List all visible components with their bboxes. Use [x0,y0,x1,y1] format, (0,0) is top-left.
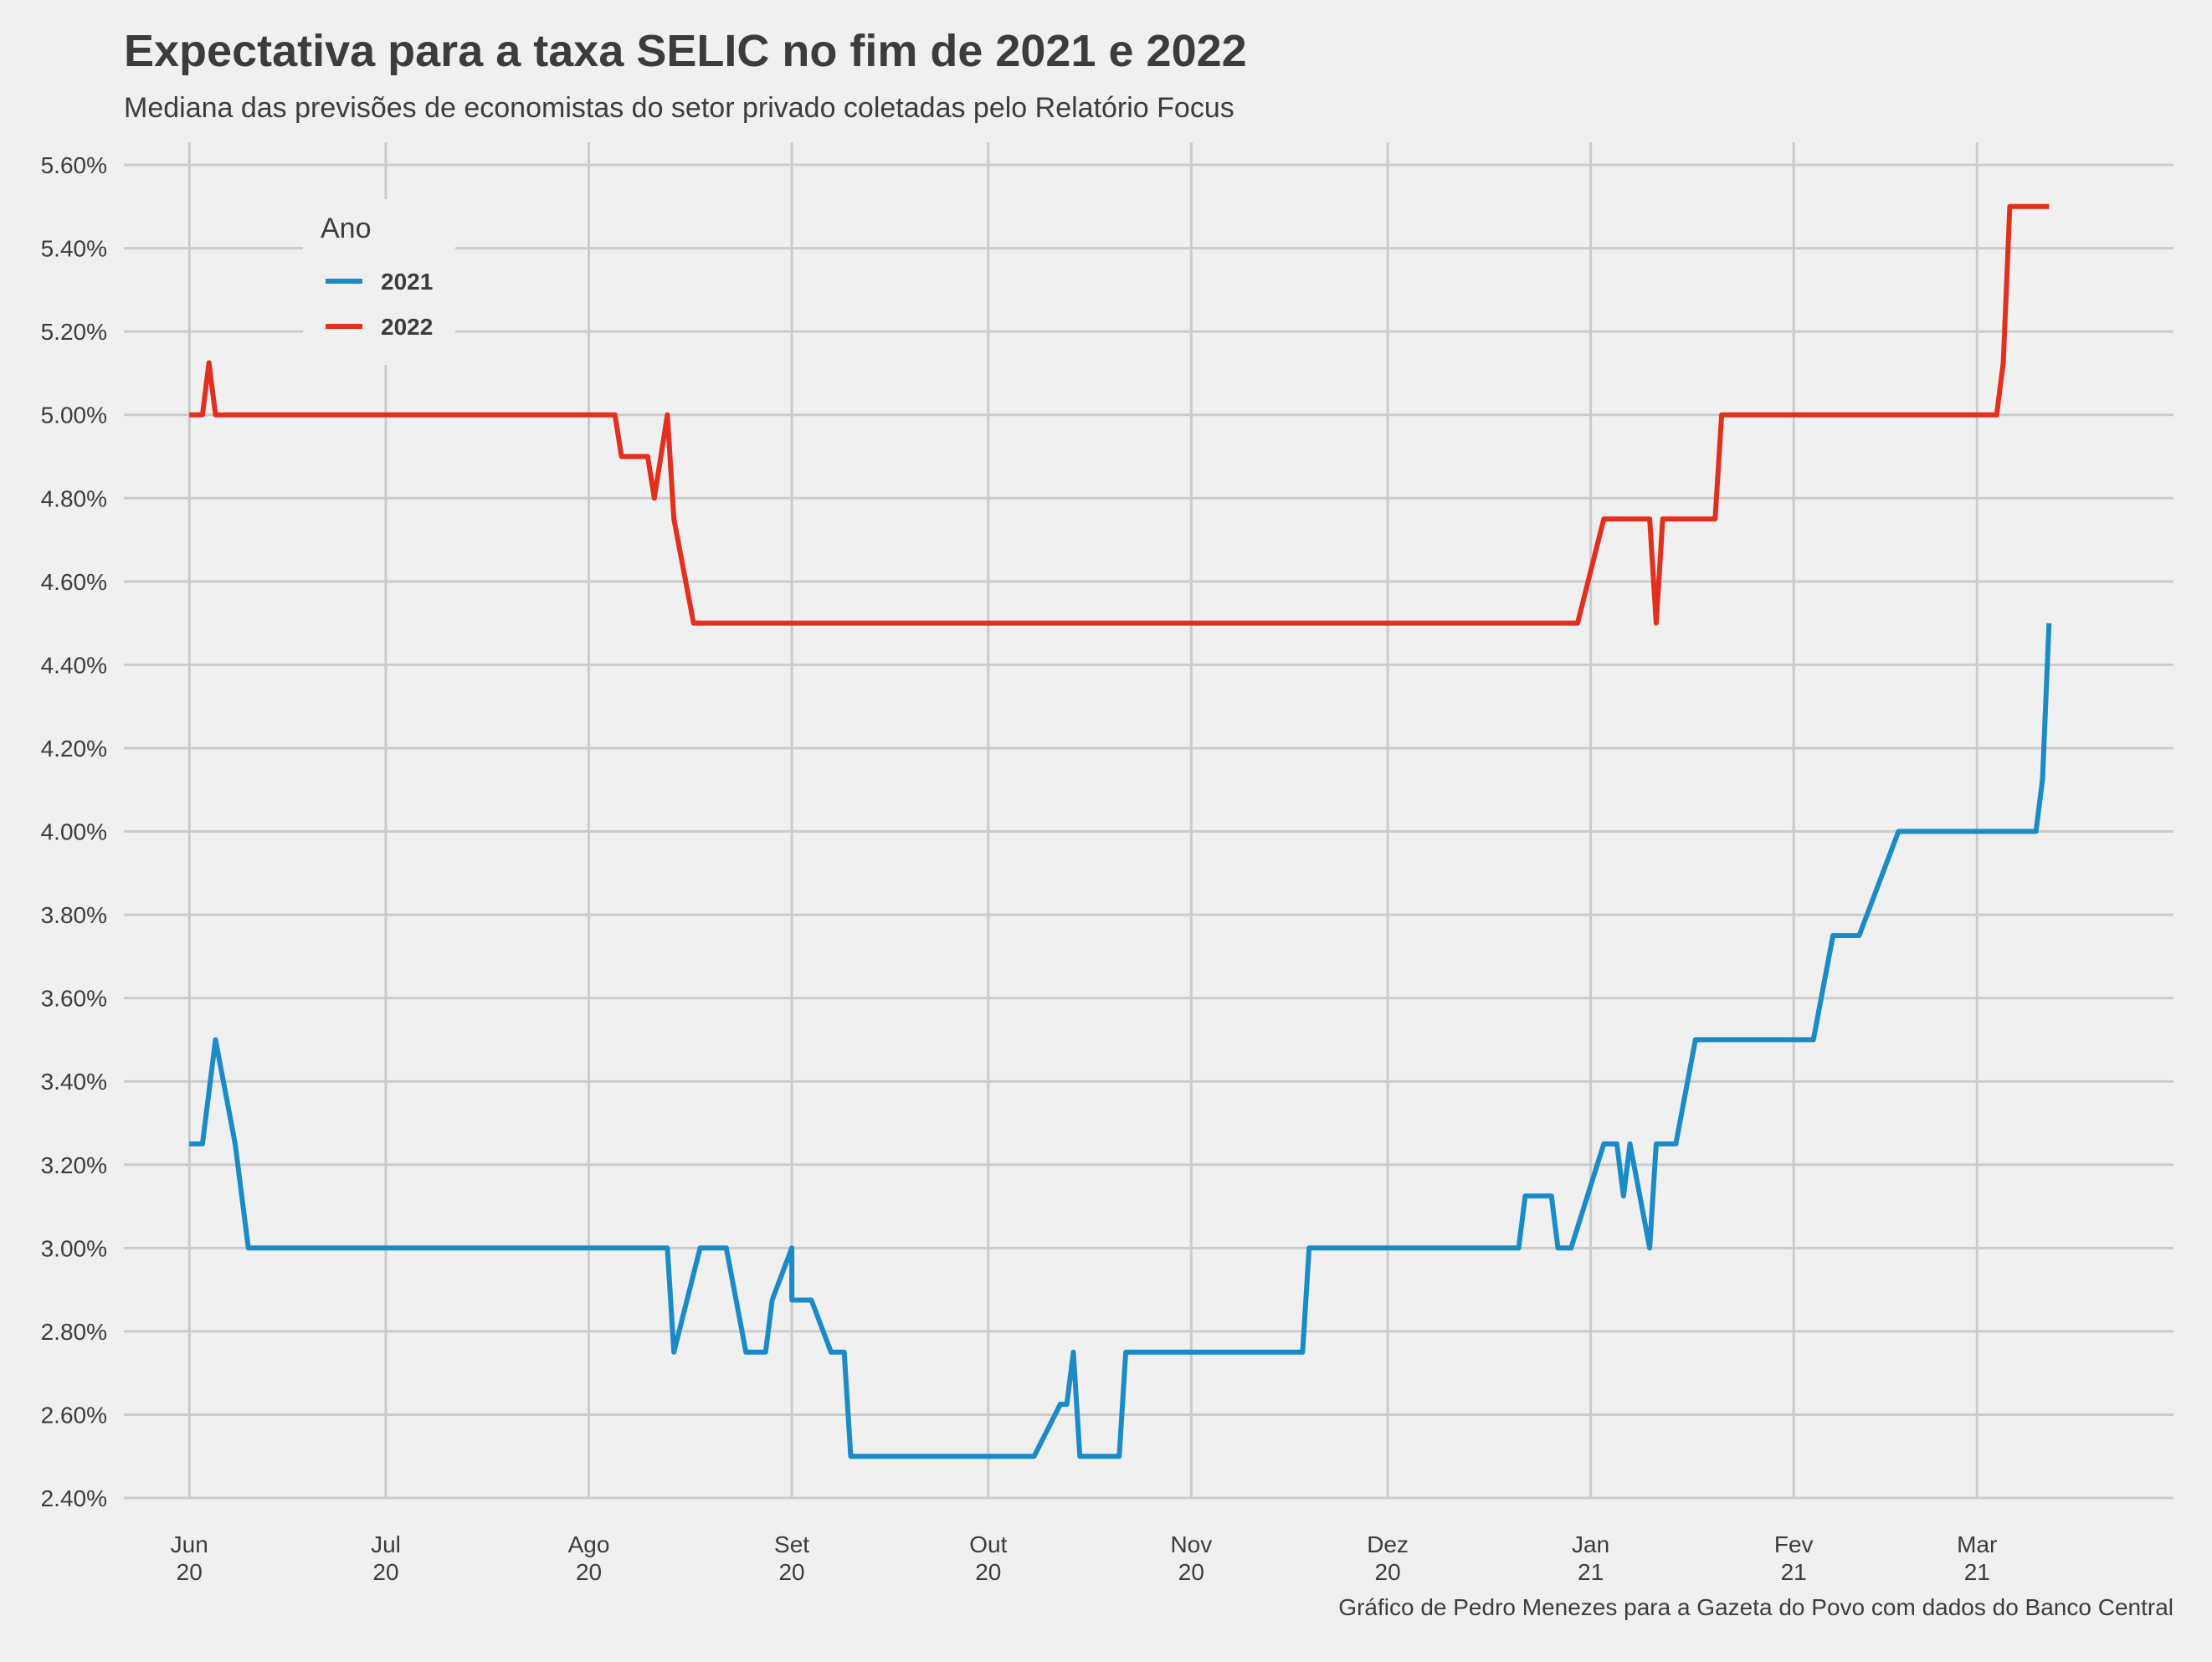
x-tick-label-year: 20 [372,1559,398,1585]
y-tick-label: 3.20% [41,1152,107,1178]
y-tick-label: 3.00% [41,1235,107,1261]
x-tick-label-month: Out [969,1531,1007,1557]
x-tick-label-year: 21 [1781,1559,1807,1585]
y-tick-label: 2.80% [41,1319,107,1345]
y-axis-ticks: 2.40% 2.60% 2.80% 3.00% 3.20% 3.40% 3.60% 3.80%… [41,152,107,1511]
x-tick-label-month: Dez [1367,1531,1409,1557]
series-line-2021 [189,623,2052,1459]
x-tick-label-month: Mar [1957,1531,1997,1557]
legend-title: Ano [321,213,372,244]
y-tick-label: 2.60% [41,1402,107,1428]
x-tick-label-year: 20 [778,1559,804,1585]
y-tick-label: 3.80% [41,902,107,928]
y-gridlines [124,163,2174,1500]
x-tick-label-year: 20 [1178,1559,1204,1585]
x-tick-label-year: 21 [1578,1559,1604,1585]
x-tick-label-year: 20 [975,1559,1001,1585]
x-tick-label-year: 20 [1375,1559,1401,1585]
x-tick-label-month: Ago [568,1531,610,1557]
x-tick-label-month: Jun [171,1531,208,1557]
y-tick-label: 4.40% [41,652,107,678]
chart-caption: Gráfico de Pedro Menezes para a Gazeta d… [1338,1594,2174,1620]
legend-label-2022: 2022 [381,314,433,340]
x-tick-label-month: Nov [1170,1531,1212,1557]
y-tick-label: 5.40% [41,236,107,262]
series-lines [189,203,2052,1459]
y-tick-label: 4.00% [41,819,107,845]
chart-title: Expectativa para a taxa SELIC no fim de … [124,26,1247,76]
chart-subtitle: Mediana das previsões de economistas do … [124,92,1234,124]
x-gridlines [187,142,1978,1498]
x-tick-label-month: Fev [1774,1531,1814,1557]
x-tick-label-year: 21 [1964,1559,1990,1585]
legend: Ano 2021 2022 [303,199,455,365]
y-tick-label: 4.60% [41,569,107,595]
series-line-2022 [189,203,2050,626]
x-axis-ticks: Jun20Jul20Ago20Set20Out20Nov20Dez20Jan21… [171,1531,1998,1585]
y-tick-label: 5.20% [41,319,107,345]
x-tick-label-year: 20 [177,1559,203,1585]
x-tick-label-month: Jul [371,1531,401,1557]
y-tick-label: 4.80% [41,485,107,511]
y-tick-label: 5.00% [41,403,107,428]
x-tick-label-year: 20 [576,1559,602,1585]
y-tick-label: 3.60% [41,986,107,1012]
y-tick-label: 3.40% [41,1069,107,1095]
x-tick-label-month: Set [774,1531,809,1557]
y-tick-label: 5.60% [41,152,107,178]
x-tick-label-month: Jan [1572,1531,1609,1557]
y-tick-label: 4.20% [41,736,107,762]
legend-label-2021: 2021 [381,269,433,295]
y-tick-label: 2.40% [41,1485,107,1511]
